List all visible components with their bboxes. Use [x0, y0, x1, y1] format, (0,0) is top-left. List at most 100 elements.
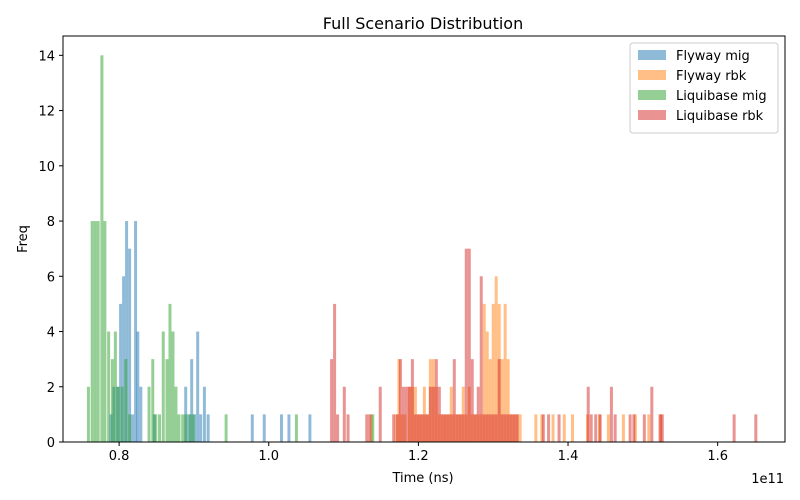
histogram-bar — [470, 359, 474, 442]
histogram-bar — [112, 386, 116, 442]
histogram-bar — [650, 386, 654, 442]
histogram-bar — [330, 359, 334, 442]
histogram-bar — [491, 303, 495, 442]
histogram-bar — [333, 303, 337, 442]
y-tick-label: 14 — [38, 49, 55, 64]
histogram-bar — [177, 414, 181, 442]
histogram-bar — [642, 414, 646, 442]
histogram-bar — [158, 414, 162, 442]
histogram-bar — [515, 414, 519, 442]
y-axis-ticks: 0 2 4 6 8 10 12 14 — [38, 49, 63, 451]
histogram-bars — [86, 55, 758, 442]
histogram-bar — [506, 359, 510, 442]
plot-frame — [62, 35, 786, 443]
histogram-bar — [621, 414, 625, 442]
histogram-bar — [434, 359, 438, 442]
histogram-bar — [184, 414, 188, 442]
histogram-bar — [428, 386, 432, 442]
legend-box — [629, 42, 779, 134]
histogram-bar — [86, 386, 90, 442]
histogram-bar — [425, 414, 429, 442]
x-tick-label: 1.4 — [558, 449, 579, 464]
histogram-bar — [294, 414, 298, 442]
y-tick-label: 8 — [47, 215, 55, 230]
histogram-bar — [491, 414, 495, 442]
histogram-bar — [494, 276, 498, 442]
histogram-bar — [404, 386, 408, 442]
x-axis-offset-label: 1e11 — [751, 472, 784, 487]
histogram-bar — [598, 414, 602, 442]
histogram-bar — [503, 303, 507, 442]
histogram-bar — [534, 414, 538, 442]
y-axis-label: Freq — [16, 225, 31, 253]
histogram-bar — [90, 221, 94, 442]
legend-swatch — [638, 50, 666, 60]
histogram-bar — [541, 414, 545, 442]
y-tick-label: 10 — [38, 160, 55, 175]
y-tick-label: 4 — [47, 326, 55, 341]
histogram-bar — [586, 386, 590, 442]
histogram-bar — [422, 414, 426, 442]
histogram-bar — [479, 276, 483, 442]
histogram-bar — [191, 414, 195, 442]
histogram-bar — [136, 331, 140, 442]
histogram-bar — [562, 414, 566, 442]
histogram-bar — [488, 359, 492, 442]
histogram-bar — [732, 414, 736, 442]
histogram-bar — [107, 331, 111, 442]
histogram-bar — [287, 414, 291, 442]
histogram-bar — [119, 303, 123, 442]
histogram-bar — [458, 414, 462, 442]
histogram-bar — [134, 221, 138, 442]
histogram-bar — [188, 414, 192, 442]
histogram-bar — [660, 414, 664, 442]
histogram-bar — [368, 414, 372, 442]
histogram-bar — [440, 414, 444, 442]
histogram-bar — [308, 414, 312, 442]
histogram-bar — [125, 221, 129, 442]
histogram-bar — [464, 248, 468, 442]
histogram-bar — [518, 414, 522, 442]
histogram-bar — [416, 414, 420, 442]
histogram-bar — [206, 414, 210, 442]
histogram-bar — [658, 414, 662, 442]
histogram-bar — [571, 414, 575, 442]
histogram-bar — [589, 414, 593, 442]
histogram-bar — [452, 359, 456, 442]
series-2-bars — [86, 55, 375, 442]
histogram-bar — [594, 414, 598, 442]
histogram-bar — [190, 359, 194, 442]
series-3-bars — [330, 248, 758, 442]
histogram-bar — [96, 221, 100, 442]
histogram-bar — [122, 276, 126, 442]
histogram-bar — [754, 414, 758, 442]
y-tick-label: 2 — [47, 381, 55, 396]
histogram-bar — [128, 248, 132, 442]
histogram-bar — [413, 414, 417, 442]
histogram-bar — [401, 386, 405, 442]
histogram-bar — [93, 221, 97, 442]
histogram-bar — [509, 414, 513, 442]
histogram-bar — [346, 414, 350, 442]
legend-label: Liquibase mig — [676, 89, 767, 104]
histogram-bar — [485, 331, 489, 442]
histogram-bar — [482, 303, 486, 442]
histogram-bar — [628, 414, 632, 442]
histogram-bar — [165, 359, 169, 442]
histogram-bar — [395, 414, 399, 442]
histogram-bar — [199, 414, 203, 442]
histogram-bar — [196, 331, 200, 442]
histogram-bar — [647, 414, 651, 442]
legend-swatch — [638, 110, 666, 120]
histogram-bar — [154, 414, 158, 442]
histogram-bar — [100, 55, 104, 442]
histogram-bar — [202, 386, 206, 442]
histogram-bar — [557, 414, 561, 442]
histogram-bar — [224, 414, 228, 442]
x-axis-ticks: 0.8 1.0 1.2 1.4 1.6 — [109, 442, 728, 464]
histogram-bar — [467, 248, 471, 442]
histogram-bar — [540, 414, 544, 442]
histogram-bar — [365, 414, 369, 442]
legend: Flyway mig Flyway rbk Liquibase mig Liquiba… — [629, 42, 779, 134]
histogram-bar — [250, 414, 254, 442]
